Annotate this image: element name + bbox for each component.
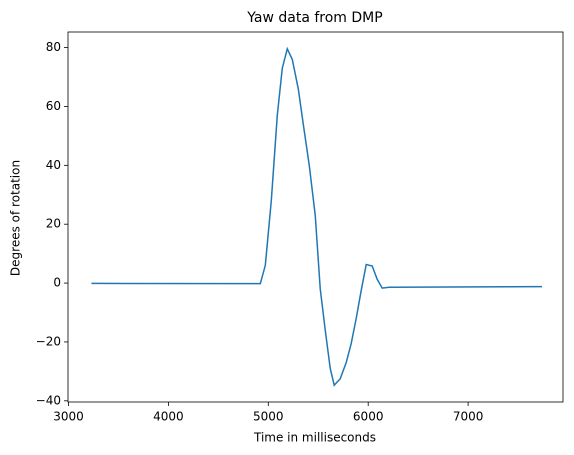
y-tick-label: 40 (46, 158, 61, 172)
x-tick-label: 4000 (153, 410, 184, 424)
x-tick-label: 3000 (53, 410, 84, 424)
y-tick-label: 20 (46, 217, 61, 231)
y-tick-label: 60 (46, 99, 61, 113)
chart-title: Yaw data from DMP (246, 10, 382, 26)
y-tick-label: −20 (36, 334, 61, 348)
x-axis-label: Time in milliseconds (253, 431, 376, 445)
plot-frame (67, 31, 564, 403)
x-tick-label: 6000 (353, 410, 384, 424)
x-tick-label: 5000 (253, 410, 284, 424)
y-tick-label: 80 (46, 40, 61, 54)
y-tick-label: 0 (53, 276, 61, 290)
x-tick-label: 7000 (453, 410, 484, 424)
line-series (91, 46, 543, 387)
y-tick-label: −40 (36, 393, 61, 407)
y-axis-label: Degrees of rotation (9, 160, 23, 276)
